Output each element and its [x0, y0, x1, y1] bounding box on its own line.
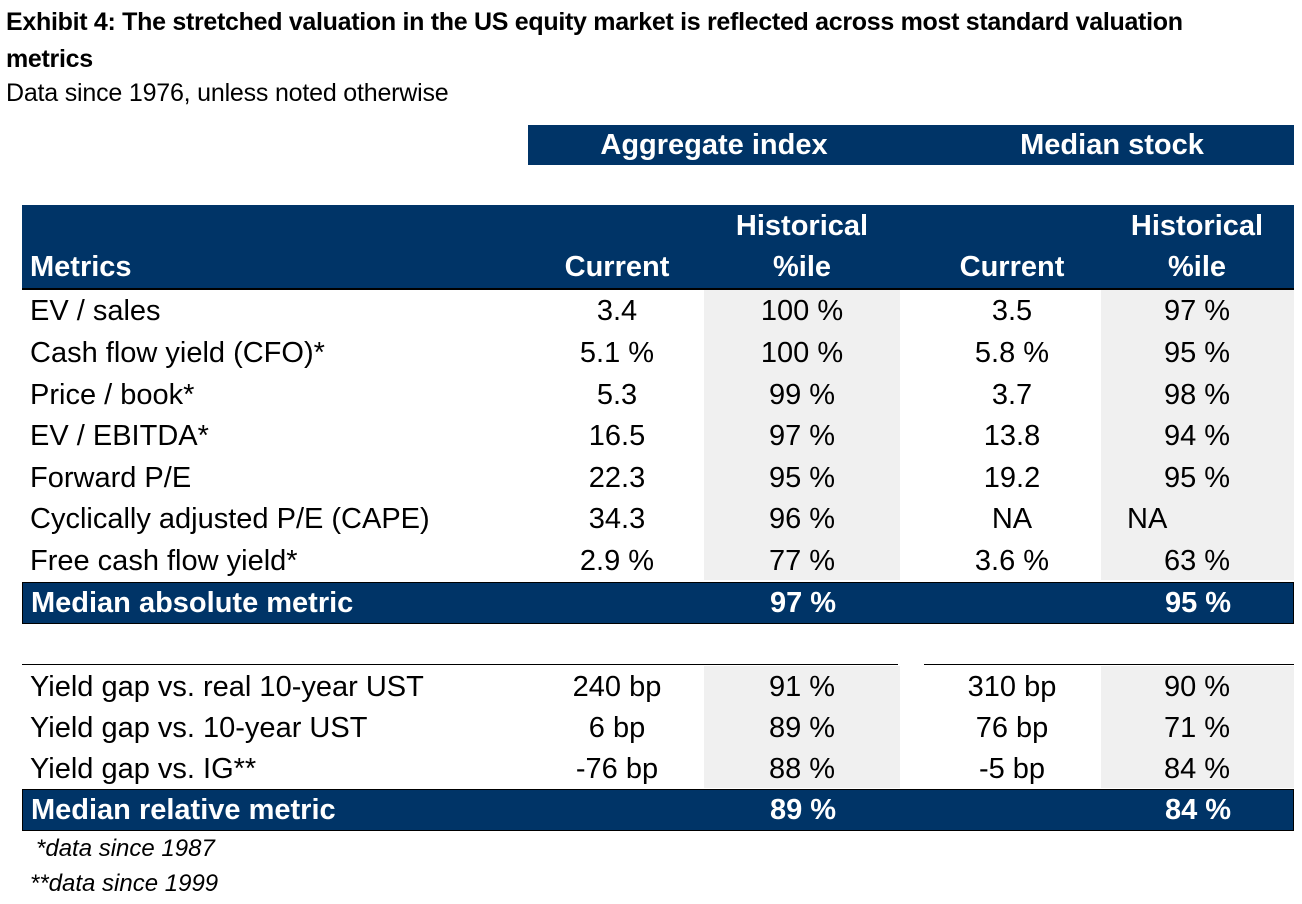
table-row: Forward P/E 22.3 95 % 19.2 95 %	[22, 457, 1294, 499]
median-percentile: 90 %	[1163, 671, 1231, 703]
table-row: EV / EBITDA* 16.5 97 % 13.8 94 %	[22, 415, 1294, 457]
exhibit-subtitle: Data since 1976, unless noted otherwise	[6, 79, 449, 107]
aggregate-current: 240 bp	[572, 671, 662, 703]
section-divider-right	[924, 664, 1294, 665]
metric-name: Forward P/E	[30, 462, 192, 494]
aggregate-current: -76 bp	[575, 753, 659, 785]
median-percentile: 95 %	[1163, 337, 1231, 369]
median-current: 76 bp	[975, 712, 1049, 744]
aggregate-current: 3.4	[596, 295, 638, 327]
table-row: Price / book* 5.3 99 % 3.7 98 %	[22, 374, 1294, 416]
shade-median-percentile-absolute	[1101, 290, 1294, 580]
median-current: 3.5	[991, 295, 1033, 327]
aggregate-percentile: 99 %	[768, 379, 836, 411]
median-stock-label: Median stock	[1020, 129, 1204, 161]
metric-name: EV / EBITDA*	[30, 420, 209, 452]
aggregate-percentile: 100 %	[760, 337, 844, 369]
summary-aggregate-percentile: 89 %	[769, 794, 837, 826]
col-median-historical-percentile: Historical %ile	[1102, 206, 1292, 288]
col-median-historical-line2: %ile	[1167, 251, 1227, 283]
median-stock-group-header: Median stock	[930, 125, 1294, 165]
aggregate-percentile: 89 %	[768, 712, 836, 744]
median-relative-metric-row: Median relative metric 89 % 84 %	[22, 789, 1294, 831]
aggregate-current: 22.3	[588, 462, 646, 494]
table-row: Cash flow yield (CFO)* 5.1 % 100 % 5.8 %…	[22, 332, 1294, 374]
metric-name: Cyclically adjusted P/E (CAPE)	[30, 503, 430, 535]
col-aggregate-historical-line2: %ile	[772, 251, 832, 283]
aggregate-current: 5.1 %	[579, 337, 655, 369]
metric-name: Yield gap vs. real 10-year UST	[30, 671, 424, 703]
median-percentile: 94 %	[1163, 420, 1231, 452]
col-median-current: Current	[959, 251, 1065, 283]
aggregate-percentile: 77 %	[768, 545, 836, 577]
median-current: 3.6 %	[974, 545, 1050, 577]
median-current: -5 bp	[978, 753, 1046, 785]
col-aggregate-historical-line1: Historical	[735, 210, 869, 242]
footnote-1999: **data since 1999	[30, 870, 219, 897]
summary-median-percentile: 84 %	[1164, 794, 1232, 826]
metric-name: Yield gap vs. IG**	[30, 753, 257, 785]
aggregate-percentile: 91 %	[768, 671, 836, 703]
aggregate-index-group-header: Aggregate index	[528, 125, 930, 165]
median-current: NA	[991, 503, 1033, 535]
aggregate-current: 5.3	[596, 379, 638, 411]
summary-median-percentile: 95 %	[1164, 587, 1232, 619]
table-row: Yield gap vs. IG** -76 bp 88 % -5 bp 84 …	[22, 748, 1294, 790]
col-aggregate-historical-percentile: Historical %ile	[707, 206, 897, 288]
aggregate-percentile: 97 %	[768, 420, 836, 452]
summary-label: Median absolute metric	[31, 587, 354, 619]
summary-aggregate-percentile: 97 %	[769, 587, 837, 619]
shade-aggregate-percentile-relative	[704, 666, 900, 788]
median-percentile: 63 %	[1163, 545, 1231, 577]
section-divider-left	[22, 664, 898, 665]
col-median-historical-line1: Historical	[1130, 210, 1264, 242]
table-row: EV / sales 3.4 100 % 3.5 97 %	[22, 290, 1294, 332]
median-percentile: 95 %	[1163, 462, 1231, 494]
aggregate-current: 16.5	[588, 420, 646, 452]
median-current: 13.8	[983, 420, 1041, 452]
metric-name: Yield gap vs. 10-year UST	[30, 712, 368, 744]
col-metrics: Metrics	[30, 251, 132, 283]
median-percentile: 84 %	[1163, 753, 1231, 785]
table-row: Free cash flow yield* 2.9 % 77 % 3.6 % 6…	[22, 540, 1294, 582]
summary-label: Median relative metric	[31, 794, 336, 826]
metric-name: Free cash flow yield*	[30, 545, 298, 577]
exhibit-title: Exhibit 4: The stretched valuation in th…	[6, 8, 1183, 73]
metric-name: EV / sales	[30, 295, 161, 327]
median-percentile: NA	[1127, 503, 1168, 535]
aggregate-percentile: 96 %	[768, 503, 836, 535]
aggregate-current: 2.9 %	[579, 545, 655, 577]
median-current: 5.8 %	[974, 337, 1050, 369]
shade-aggregate-percentile-absolute	[704, 290, 900, 580]
aggregate-current: 6 bp	[588, 712, 646, 744]
median-current: 19.2	[983, 462, 1041, 494]
median-percentile: 97 %	[1163, 295, 1231, 327]
aggregate-index-label: Aggregate index	[600, 129, 828, 161]
aggregate-percentile: 88 %	[768, 753, 836, 785]
median-current: 310 bp	[967, 671, 1057, 703]
median-absolute-metric-row: Median absolute metric 97 % 95 %	[22, 582, 1294, 624]
median-current: 3.7	[991, 379, 1033, 411]
median-percentile: 98 %	[1163, 379, 1231, 411]
metric-name: Cash flow yield (CFO)*	[30, 337, 325, 369]
table-header: Metrics Current Historical %ile Current …	[22, 205, 1294, 290]
metric-name: Price / book*	[30, 379, 195, 411]
col-aggregate-current: Current	[564, 251, 670, 283]
aggregate-percentile: 100 %	[760, 295, 844, 327]
footnote-1987: *data since 1987	[36, 835, 215, 862]
table-row: Cyclically adjusted P/E (CAPE) 34.3 96 %…	[22, 498, 1294, 540]
aggregate-current: 34.3	[588, 503, 646, 535]
median-percentile: 71 %	[1163, 712, 1231, 744]
shade-median-percentile-relative	[1101, 666, 1294, 788]
table-row: Yield gap vs. real 10-year UST 240 bp 91…	[22, 666, 1294, 708]
table-row: Yield gap vs. 10-year UST 6 bp 89 % 76 b…	[22, 707, 1294, 749]
aggregate-percentile: 95 %	[768, 462, 836, 494]
